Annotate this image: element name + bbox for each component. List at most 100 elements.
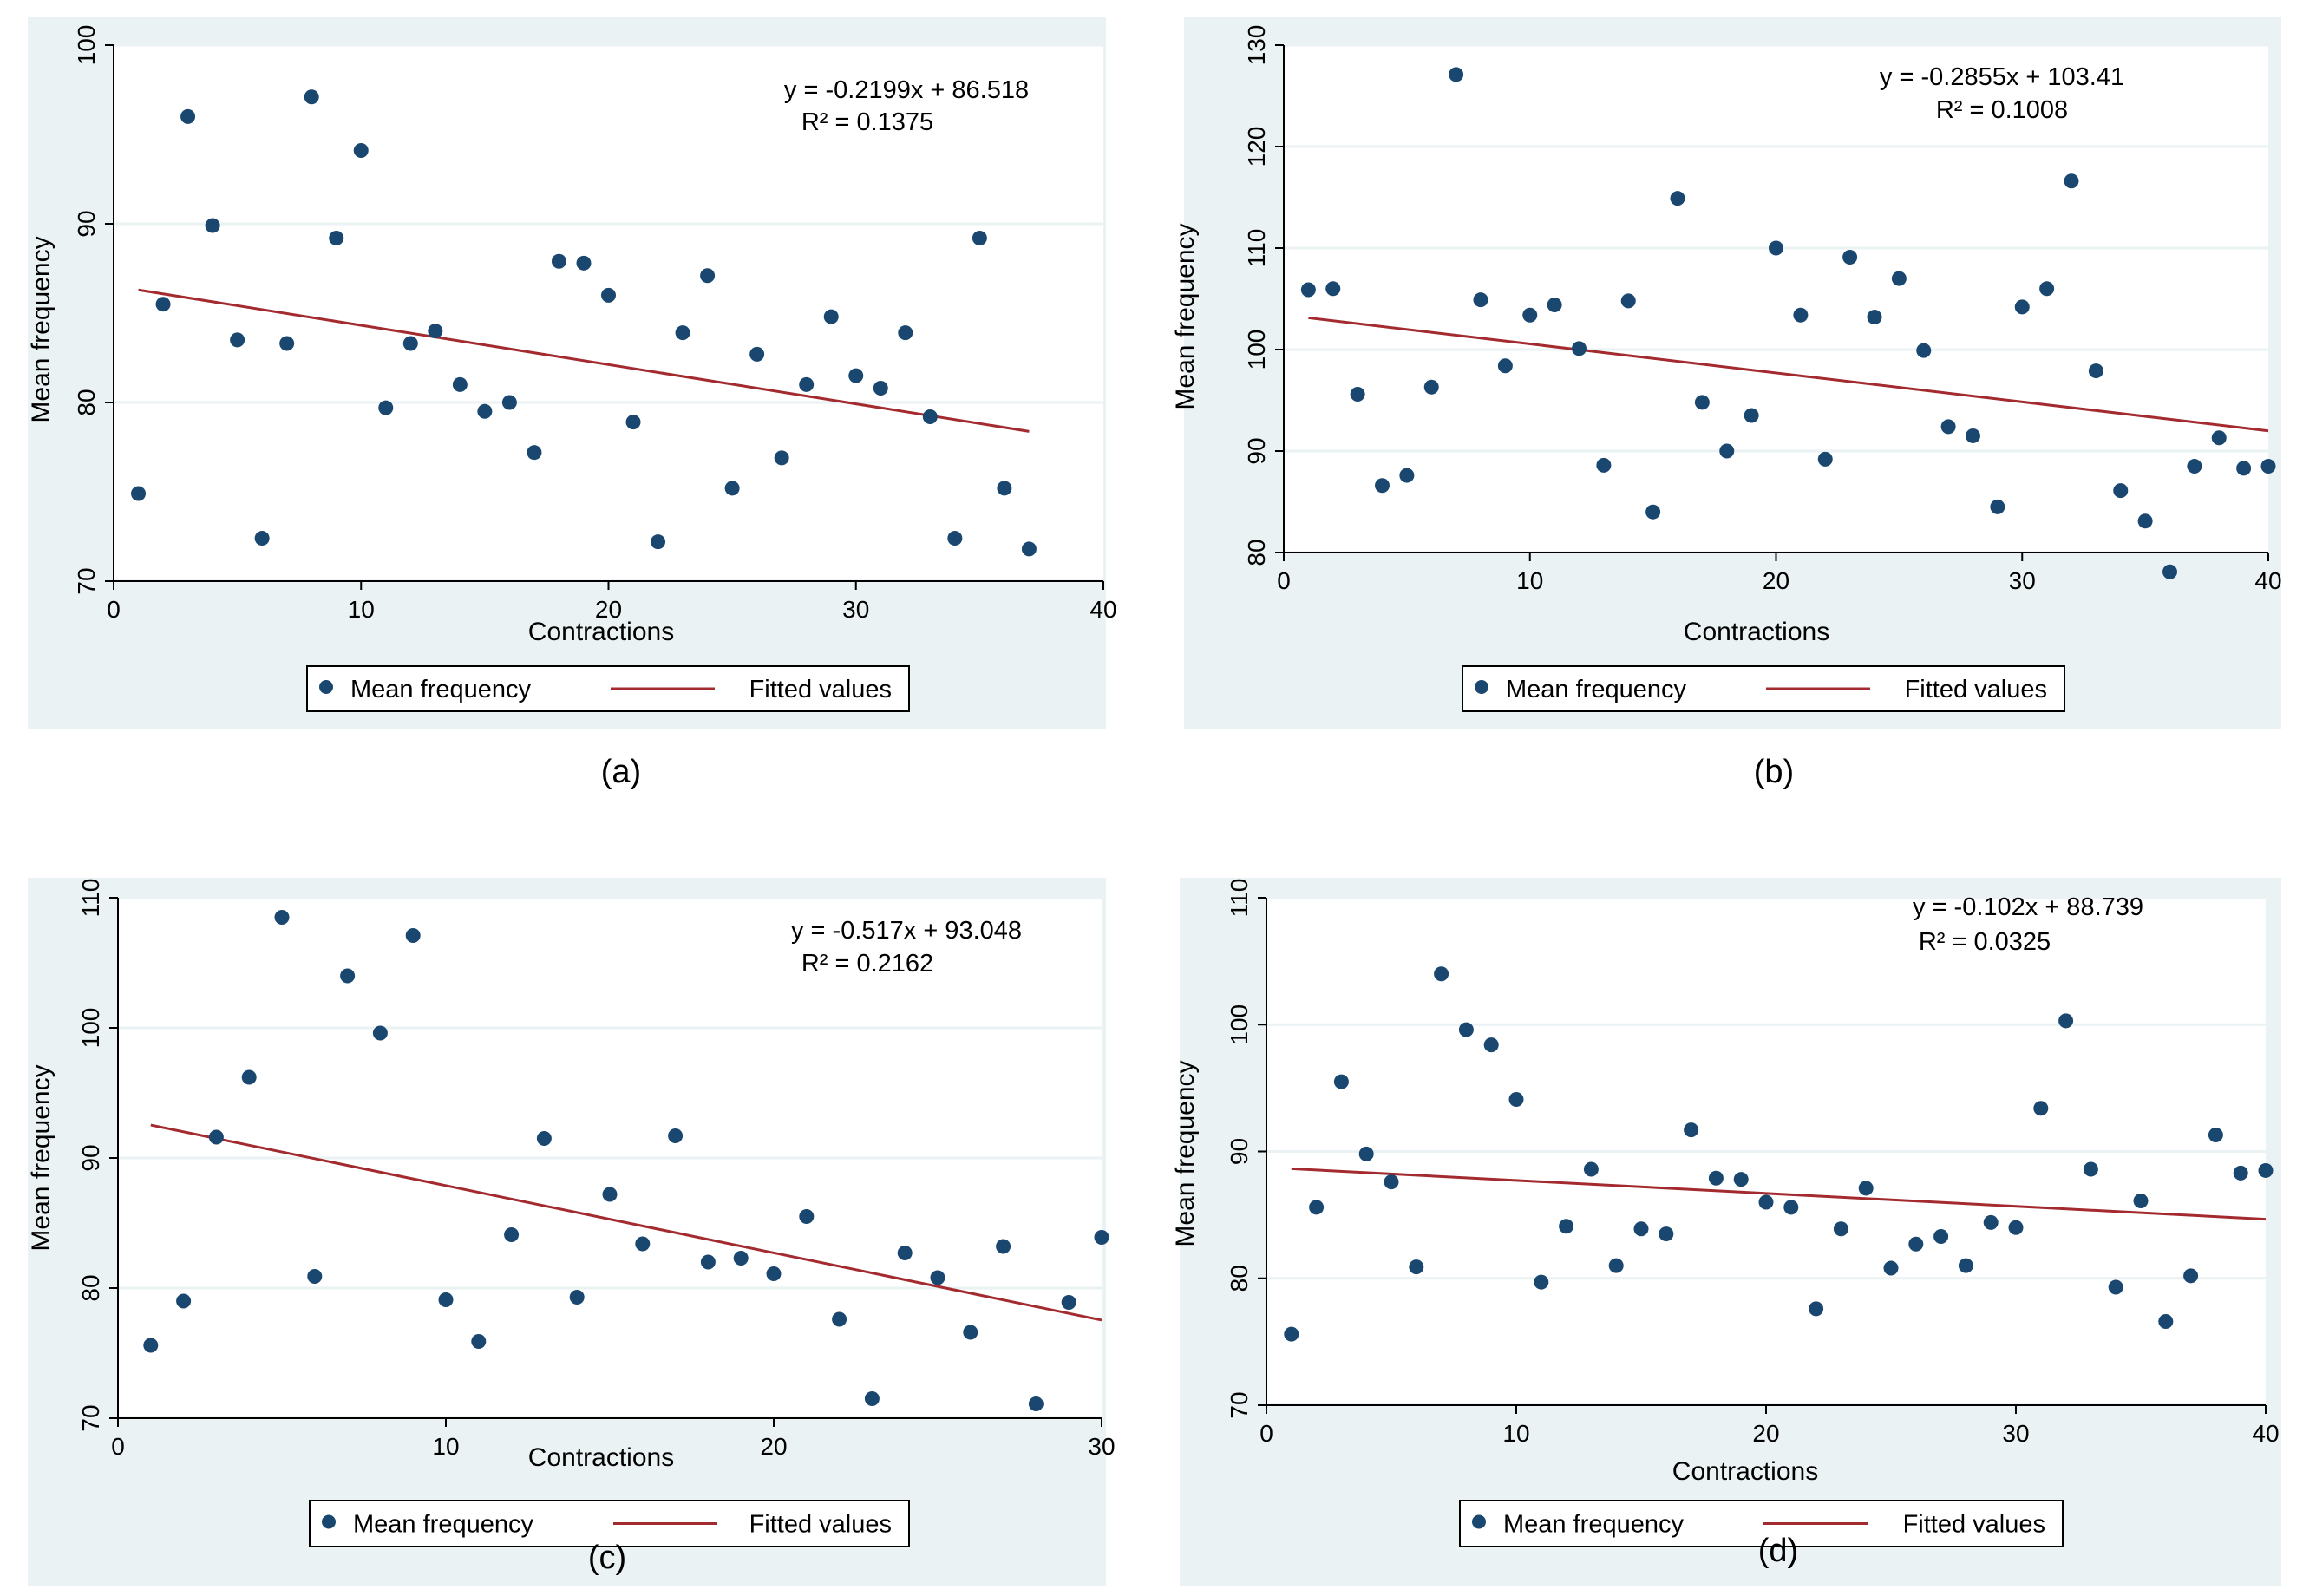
y-tick-label: 120 <box>1243 127 1270 167</box>
y-tick-label: 130 <box>1243 25 1270 66</box>
data-point <box>1891 271 1907 286</box>
x-tick-label: 20 <box>1752 1420 1779 1447</box>
data-point <box>2137 513 2153 529</box>
y-tick-label: 80 <box>77 1274 104 1301</box>
data-point <box>972 230 987 245</box>
data-point <box>625 415 641 430</box>
data-point <box>832 1311 847 1327</box>
x-tick-label: 30 <box>1088 1433 1115 1460</box>
data-point <box>1744 408 1759 423</box>
data-point <box>1645 504 1661 520</box>
x-tick-label: 20 <box>760 1433 787 1460</box>
legend-box <box>1462 665 2065 712</box>
data-point <box>1817 451 1833 467</box>
data-point <box>2208 1127 2223 1142</box>
data-point <box>2211 430 2227 446</box>
regression-equation: y = -0.517x + 93.048 <box>791 917 1022 945</box>
legend-label-fitted-values: Fitted values <box>1903 1511 2045 1539</box>
panel-b: 80 90 100 110 120 130 0 10 20 30 40 Contractions Mea… <box>1171 17 2282 790</box>
data-point <box>2233 1165 2248 1181</box>
y-axis-title: Mean frequency <box>27 1064 56 1251</box>
x-axis-title: Contractions <box>1684 618 1829 646</box>
data-point <box>2162 564 2177 579</box>
data-point <box>501 395 517 410</box>
data-point <box>279 336 295 351</box>
data-point <box>1409 1259 1424 1275</box>
data-point <box>378 400 394 415</box>
data-point <box>2236 461 2252 476</box>
legend-label-fitted-values: Fitted values <box>749 676 892 703</box>
legend-label-mean-frequency: Mean frequency <box>1506 676 1686 703</box>
data-point <box>2158 1313 2174 1329</box>
data-point <box>1694 395 1710 410</box>
data-point <box>873 381 888 396</box>
data-point <box>1908 1236 1924 1252</box>
legend-box <box>1459 1500 2064 1547</box>
data-point <box>2260 459 2276 474</box>
data-point <box>700 268 716 284</box>
data-point <box>1842 250 1858 265</box>
data-point <box>329 230 344 245</box>
data-point <box>1423 379 1439 395</box>
data-point <box>733 1251 749 1266</box>
y-tick-label: 100 <box>1226 1004 1253 1045</box>
data-point <box>1966 428 1980 443</box>
legend-label-fitted-values: Fitted values <box>1905 676 2047 703</box>
data-point <box>569 1290 585 1305</box>
data-point <box>176 1293 192 1309</box>
data-point <box>1497 358 1513 374</box>
x-tick-label: 10 <box>1502 1420 1529 1447</box>
data-point <box>1608 1258 1624 1273</box>
fitted-line <box>138 288 1030 433</box>
y-tick-label: 80 <box>1243 539 1270 566</box>
data-point <box>155 297 171 312</box>
data-point <box>864 1391 880 1406</box>
panel-d: 70 80 90 100 110 0 10 20 30 40 Contractions Mean fr… <box>1171 878 2281 1586</box>
data-point <box>1990 499 2005 514</box>
r-squared: R² = 0.1375 <box>801 108 933 136</box>
data-point <box>1758 1194 1774 1210</box>
data-point <box>1983 1214 1999 1230</box>
data-point <box>1559 1219 1574 1234</box>
data-point <box>1534 1274 1549 1290</box>
x-axis-title: Contractions <box>528 1443 674 1472</box>
data-point <box>504 1227 520 1242</box>
data-point <box>2133 1194 2149 1209</box>
regression-equation: y = -0.102x + 88.739 <box>1913 893 2143 921</box>
legend-point-marker <box>1472 1514 1486 1529</box>
data-point <box>402 336 418 351</box>
data-point <box>2083 1161 2098 1177</box>
data-point <box>1883 1260 1899 1276</box>
data-point <box>1867 310 1882 325</box>
legend-box <box>309 1500 910 1547</box>
legend: Mean frequency Fitted values <box>306 665 910 712</box>
x-tick-label: 30 <box>2002 1420 2029 1447</box>
data-point <box>2258 1162 2274 1178</box>
data-point <box>1522 307 1538 323</box>
panel-caption: (b) <box>1754 754 1794 790</box>
data-point <box>2014 299 2030 315</box>
data-point <box>635 1236 651 1252</box>
data-point <box>1358 1146 1374 1161</box>
data-point <box>1399 468 1415 483</box>
data-point <box>1940 419 1956 435</box>
r-squared: R² = 0.0325 <box>1919 928 2051 956</box>
data-point <box>230 332 245 348</box>
data-point <box>602 1187 618 1202</box>
data-point <box>1708 1170 1724 1186</box>
data-point <box>2033 1101 2049 1116</box>
regression-equation: y = -0.2199x + 86.518 <box>784 76 1029 104</box>
data-point <box>1061 1295 1076 1310</box>
data-point <box>1733 1172 1749 1187</box>
data-point <box>823 309 839 324</box>
data-point <box>1583 1161 1599 1177</box>
data-point <box>1858 1181 1874 1196</box>
y-tick-label: 110 <box>77 879 104 918</box>
data-point <box>438 1292 454 1307</box>
data-point <box>947 531 963 546</box>
data-point <box>749 346 765 362</box>
y-axis-title: Mean frequency <box>1171 223 1200 409</box>
data-point <box>2113 483 2129 499</box>
x-tick-label: 30 <box>2009 567 2036 594</box>
